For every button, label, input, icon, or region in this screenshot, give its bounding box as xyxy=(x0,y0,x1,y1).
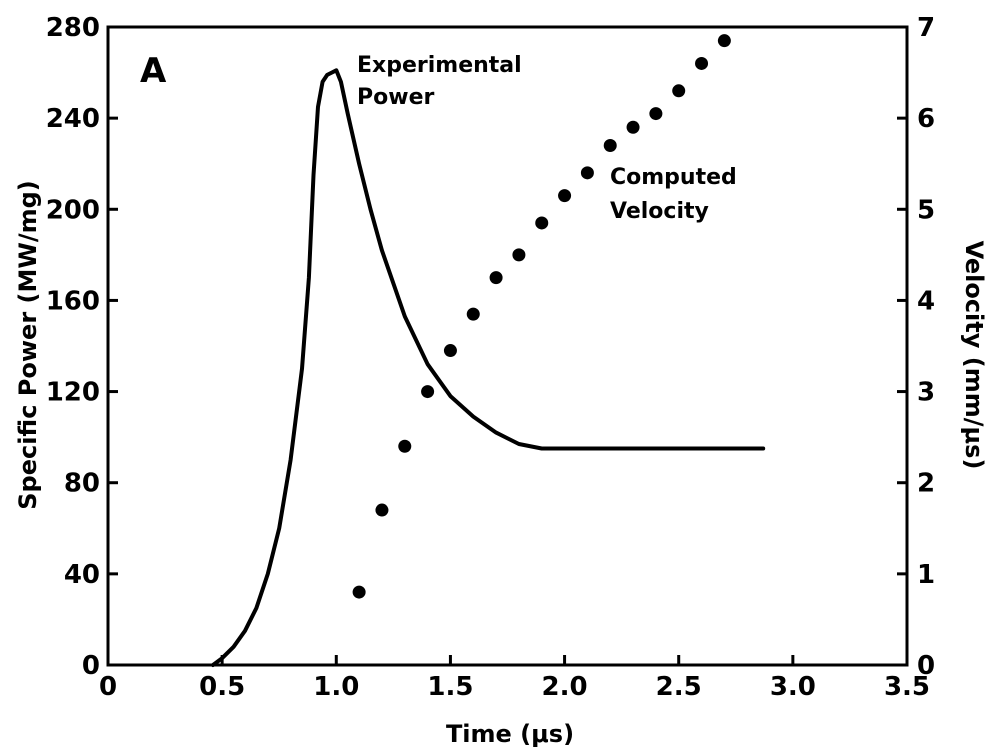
left-y-tick-label: 200 xyxy=(46,195,100,225)
annotation-experimental-power-line2: Power xyxy=(357,85,434,110)
computed-velocity-point xyxy=(649,107,663,121)
right-y-axis-title: Velocity (mm/μs) xyxy=(960,241,988,470)
right-y-tick-label: 6 xyxy=(917,104,935,134)
annotation-computed-velocity-line2: Velocity xyxy=(610,199,709,224)
computed-velocity-point xyxy=(580,166,594,180)
computed-velocity-point xyxy=(466,307,480,321)
x-tick-label: 2.5 xyxy=(656,672,702,702)
computed-velocity-point xyxy=(375,503,389,517)
computed-velocity-point xyxy=(512,248,526,262)
computed-velocity-point xyxy=(535,216,549,230)
experimental-power-line xyxy=(211,68,766,667)
right-y-tick-label: 5 xyxy=(917,195,935,225)
left-y-tick-label: 280 xyxy=(46,13,100,43)
x-tick-label: 3.5 xyxy=(884,672,930,702)
computed-velocity-point xyxy=(626,120,640,134)
computed-velocity-point xyxy=(558,189,572,203)
left-y-tick-label: 40 xyxy=(64,560,100,590)
computed-velocity-point xyxy=(489,271,503,285)
x-axis-ticks: 0 0.5 1.0 1.5 2.0 2.5 3.0 3.5 xyxy=(99,655,930,702)
right-y-tick-label: 1 xyxy=(917,560,935,590)
left-y-tick-label: 0 xyxy=(82,651,100,681)
left-y-tick-label: 120 xyxy=(46,378,100,408)
right-y-tick-label: 2 xyxy=(917,469,935,499)
left-y-axis-ticks: 0 40 80 120 160 200 240 280 xyxy=(46,13,118,681)
plot-frame xyxy=(106,25,909,667)
x-tick-label: 0 xyxy=(99,672,117,702)
computed-velocity-point xyxy=(421,385,435,399)
plot-border xyxy=(106,25,909,667)
x-axis-title: Time (μs) xyxy=(446,720,574,748)
x-tick-label: 0.5 xyxy=(199,672,245,702)
computed-velocity-point xyxy=(352,585,366,599)
panel-label: A xyxy=(140,51,167,91)
computed-velocity-point xyxy=(695,56,709,70)
computed-velocity-point xyxy=(603,138,617,152)
series-layer xyxy=(211,34,766,667)
right-y-tick-label: 4 xyxy=(917,286,935,316)
x-tick-label: 3.0 xyxy=(770,672,816,702)
computed-velocity-point xyxy=(443,344,457,358)
left-y-axis-title: Specific Power (MW/mg) xyxy=(14,180,42,510)
right-y-tick-label: 7 xyxy=(917,13,935,43)
computed-velocity-point xyxy=(398,439,412,453)
annotation-computed-velocity-line1: Computed xyxy=(610,165,737,190)
x-tick-label: 1.0 xyxy=(313,672,359,702)
right-y-tick-label: 0 xyxy=(917,651,935,681)
x-tick-label: 1.5 xyxy=(427,672,473,702)
left-y-tick-label: 240 xyxy=(46,104,100,134)
x-tick-label: 2.0 xyxy=(542,672,588,702)
left-y-tick-label: 160 xyxy=(46,286,100,316)
annotation-experimental-power-line1: Experimental xyxy=(357,53,522,78)
right-y-tick-label: 3 xyxy=(917,378,935,408)
right-y-axis-ticks: 0 1 2 3 4 5 6 7 xyxy=(897,13,935,681)
computed-velocity-point xyxy=(717,34,731,48)
computed-velocity-point xyxy=(672,84,686,98)
left-y-tick-label: 80 xyxy=(64,469,100,499)
